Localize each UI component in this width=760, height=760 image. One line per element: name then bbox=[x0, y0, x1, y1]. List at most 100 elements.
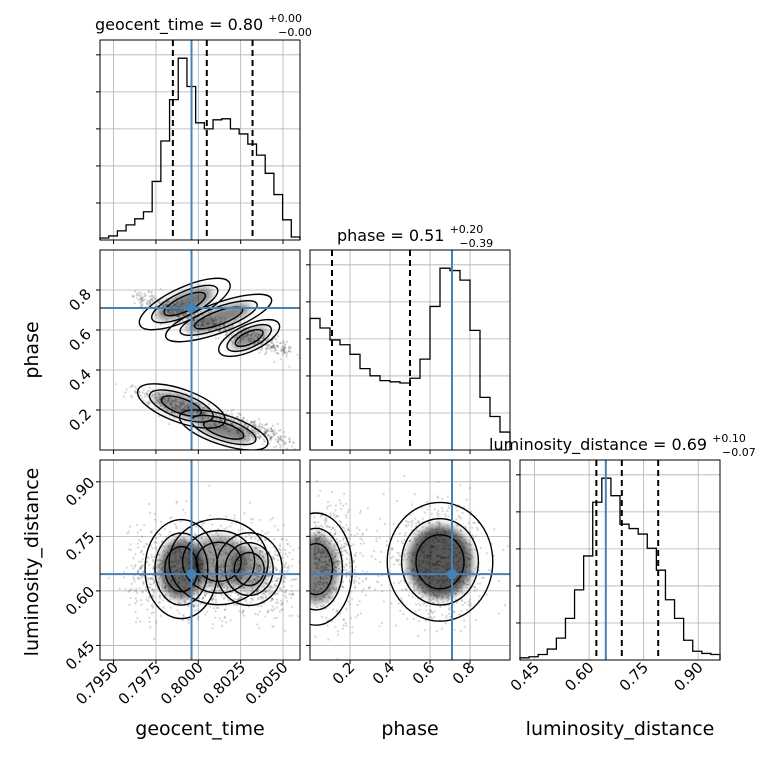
panel-geocent-time-vs-luminosity-distance-sample bbox=[211, 599, 214, 602]
panel-geocent-time-vs-phase-content bbox=[100, 250, 300, 459]
panel-geocent-time-vs-phase-contour-2-0 bbox=[234, 328, 264, 348]
panel-geocent-time-vs-phase-sample bbox=[283, 346, 287, 349]
panel-geocent-time-vs-phase-sample bbox=[226, 410, 229, 413]
panel-geocent-time-vs-phase-sample bbox=[252, 439, 256, 442]
panel-phase-vs-luminosity-distance-sample bbox=[355, 551, 358, 555]
panel-phase-vs-luminosity-distance-sample bbox=[466, 583, 469, 586]
panel-geocent-time-vs-phase-sample bbox=[248, 432, 251, 435]
panel-phase-vs-luminosity-distance-sample bbox=[442, 601, 445, 604]
panel-geocent-time-vs-phase-sample bbox=[209, 412, 212, 415]
panel-phase-vs-luminosity-distance-sample bbox=[385, 540, 388, 543]
panel-geocent-time-vs-luminosity-distance-sample bbox=[146, 576, 149, 580]
panel-geocent-time-vs-luminosity-distance-sample bbox=[214, 595, 217, 598]
panel-geocent-time-vs-luminosity-distance-sample bbox=[261, 595, 264, 598]
panel-geocent-time-vs-luminosity-distance-sample bbox=[260, 605, 263, 608]
panel-geocent-time-vs-phase-sample bbox=[235, 415, 238, 418]
panel-phase-vs-luminosity-distance-sample bbox=[461, 591, 464, 595]
panel-geocent-time-vs-phase-sample bbox=[265, 423, 268, 426]
panel-phase-vs-luminosity-distance-sample bbox=[324, 520, 327, 523]
xtick-label-luminosity-distance-2: 0.75 bbox=[616, 658, 652, 694]
panel-phase-vs-luminosity-distance-sample bbox=[347, 552, 350, 555]
panel-geocent-time-vs-phase-sample bbox=[247, 430, 250, 433]
panel-phase-vs-luminosity-distance-sample bbox=[444, 512, 447, 516]
panel-phase-vs-luminosity-distance-sample bbox=[433, 508, 436, 511]
panel-geocent-time-vs-luminosity-distance-sample bbox=[270, 585, 273, 588]
panel-phase-vs-luminosity-distance-sample bbox=[468, 487, 471, 490]
panel-geocent-time-vs-phase-sample bbox=[270, 435, 274, 439]
panel-phase-vs-luminosity-distance-sample bbox=[332, 526, 335, 529]
xtick-label-phase-3: 0.8 bbox=[449, 658, 479, 688]
panel-geocent-time-vs-luminosity-distance-sample bbox=[183, 599, 186, 603]
panel-geocent-time-vs-luminosity-distance-sample bbox=[285, 538, 288, 542]
panel-geocent-time-vs-phase-sample bbox=[273, 429, 276, 432]
panel-geocent-time-vs-phase-sample bbox=[275, 344, 278, 347]
panel-geocent-time-vs-luminosity-distance-contour-2-0 bbox=[233, 551, 265, 587]
panel-geocent-time-vs-luminosity-distance-sample bbox=[232, 603, 235, 606]
panel-phase-vs-luminosity-distance-sample bbox=[447, 507, 450, 510]
panel-geocent-time-vs-luminosity-distance-sample bbox=[272, 557, 275, 560]
panel-geocent-time-vs-luminosity-distance-sample bbox=[224, 608, 227, 611]
panel-phase-vs-luminosity-distance-sample bbox=[353, 560, 356, 563]
panel-phase-vs-luminosity-distance-sample bbox=[361, 533, 364, 536]
panel-phase-vs-luminosity-distance-sample bbox=[445, 509, 448, 512]
panel-geocent-time-vs-phase-sample bbox=[292, 441, 295, 444]
panel-geocent-time-vs-luminosity-distance-contour-0-2 bbox=[144, 518, 219, 620]
panel-geocent-time-vs-phase-sample bbox=[130, 396, 133, 399]
panel-geocent-time-vs-phase-sample bbox=[282, 443, 286, 446]
panel-geocent-time-vs-luminosity-distance-sample bbox=[264, 590, 267, 594]
panel-phase-vs-luminosity-distance-sample bbox=[429, 599, 433, 602]
panel-geocent-time-vs-phase-sample bbox=[273, 433, 276, 436]
panel-geocent-time-vs-luminosity-distance-sample bbox=[257, 589, 260, 593]
panel-geocent-time-vs-luminosity-distance-sample bbox=[155, 566, 158, 569]
panel-phase-vs-luminosity-distance-sample bbox=[344, 563, 347, 566]
panel-geocent-time-vs-phase-sample bbox=[152, 300, 155, 303]
panel-geocent-time-vs-phase-sample bbox=[149, 298, 152, 301]
panel-geocent-time-vs-luminosity-distance-sample bbox=[146, 580, 149, 583]
panel-phase-vs-luminosity-distance-sample bbox=[368, 585, 371, 588]
panel-geocent-time-vs-luminosity-distance-sample bbox=[158, 532, 161, 536]
panel-geocent-time-vs-luminosity-distance-sample bbox=[292, 593, 295, 597]
panel-geocent-time-vs-phase-sample bbox=[254, 420, 257, 424]
panel-geocent-time-vs-luminosity-distance-sample bbox=[219, 525, 223, 528]
panel-geocent-time-vs-luminosity-distance-sample bbox=[278, 610, 281, 613]
panel-geocent-time-vs-phase-sample bbox=[246, 426, 249, 429]
panel-phase-vs-luminosity-distance-sample bbox=[417, 530, 420, 533]
panel-geocent-time-vs-phase-sample bbox=[274, 433, 277, 436]
panel-geocent-time-vs-phase-sample bbox=[141, 300, 144, 303]
panel-geocent-time-vs-luminosity-distance-sample bbox=[154, 546, 157, 549]
panel-phase-vs-luminosity-distance-sample bbox=[347, 509, 350, 512]
panel-phase-vs-luminosity-distance-sample bbox=[430, 611, 433, 614]
panel-geocent-time-vs-phase-sample bbox=[140, 296, 143, 300]
panel-geocent-time-vs-luminosity-distance-sample bbox=[159, 534, 162, 537]
panel-geocent-time-vs-phase-sample bbox=[257, 436, 260, 439]
ylabel-luminosity-distance: luminosity_distance bbox=[21, 468, 43, 657]
panel-geocent-time-vs-phase-sample bbox=[277, 429, 280, 432]
panel-geocent-time-vs-phase-sample bbox=[232, 419, 235, 422]
panel-geocent-time-vs-phase-contour-3-1 bbox=[148, 389, 214, 423]
panel-geocent-time-vs-luminosity-distance-sample bbox=[124, 588, 127, 591]
panel-geocent-time-vs-phase-sample bbox=[274, 438, 277, 441]
panel-phase-vs-luminosity-distance-sample bbox=[413, 532, 416, 535]
panel-geocent-time-vs-luminosity-distance-sample bbox=[201, 596, 205, 599]
panel-geocent-time-vs-phase-contour-3-2 bbox=[136, 383, 226, 429]
panel-phase-vs-luminosity-distance-sample bbox=[409, 520, 412, 524]
panel-phase-vs-luminosity-distance-sample bbox=[399, 609, 402, 612]
panel-phase-vs-luminosity-distance-sample bbox=[364, 578, 367, 581]
panel-phase-vs-luminosity-distance-sample bbox=[429, 609, 432, 612]
panel-geocent-time-vs-luminosity-distance-sample bbox=[250, 536, 253, 539]
panel-geocent-time-vs-luminosity-distance-sample bbox=[192, 605, 196, 608]
panel-geocent-time-vs-phase-sample bbox=[276, 457, 278, 459]
panel-phase-vs-luminosity-distance-sample bbox=[352, 582, 356, 585]
panel-phase-vs-luminosity-distance-sample bbox=[440, 627, 443, 630]
panel-geocent-time-vs-luminosity-distance-sample bbox=[139, 567, 142, 571]
panel-geocent-time-vs-luminosity-distance-sample bbox=[130, 582, 133, 586]
panel-geocent-time-vs-luminosity-distance-sample bbox=[282, 580, 285, 583]
panel-geocent-time-vs-phase-sample bbox=[143, 292, 146, 295]
panel-geocent-time-vs-luminosity-distance-sample bbox=[216, 606, 219, 610]
panel-phase-vs-luminosity-distance-sample bbox=[322, 604, 325, 607]
panel-phase-vs-luminosity-distance-sample bbox=[345, 568, 348, 572]
panel-geocent-time-vs-phase-sample bbox=[147, 400, 150, 403]
panel-geocent-time-vs-phase-sample bbox=[133, 302, 136, 305]
panel-geocent-time-vs-phase bbox=[96, 249, 301, 459]
panel-phase-vs-luminosity-distance-sample bbox=[411, 522, 414, 525]
